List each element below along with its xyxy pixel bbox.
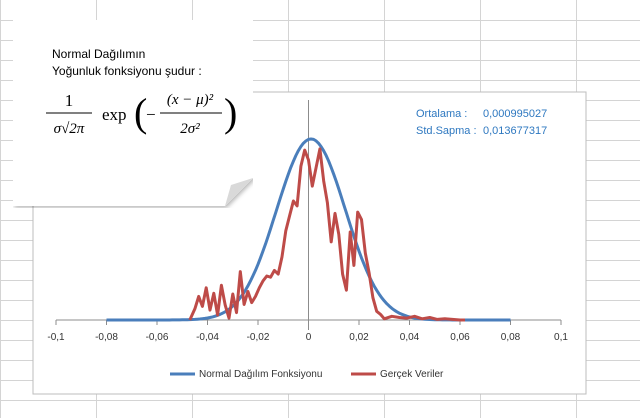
note-fold-corner [225,178,253,206]
legend-label-normal: Normal Dağılım Fonksiyonu [199,369,322,380]
series-real-line[interactable] [188,147,465,322]
formula-left-paren: ( [134,90,147,135]
plot-area [106,137,511,322]
normal-density-formula: 1 σ√2π exp ( − (x − μ)² 2σ² ) [46,90,237,137]
std-value: 0,013677317 [483,125,548,137]
note-line-1: Normal Dağılımın [52,47,146,61]
note-callout[interactable] [13,20,253,208]
std-label: Std.Sapma : [416,125,477,137]
x-tick-label: 0,08 [501,332,521,343]
formula-coef-denominator: σ√2π [54,121,85,137]
mean-label: Ortalama : [416,108,468,120]
formula-coef-numerator: 1 [65,91,74,110]
formula-exp-denominator: 2σ² [180,121,200,137]
x-tick-label: -0,02 [247,332,270,343]
x-tick-label: 0,1 [554,332,568,343]
x-tick-label: -0,06 [146,332,169,343]
formula-right-paren: ) [224,90,237,135]
mean-value: 0,000995027 [483,108,548,120]
formula-minus: − [146,105,156,124]
x-tick-label: -0,04 [196,332,219,343]
formula-exp-numerator: (x − μ)² [167,92,214,108]
formula-exp: exp [102,105,127,124]
x-tick-label: 0 [306,332,312,343]
note-paper [13,20,253,206]
note-line-2: Yoğunluk fonksiyonu şudur : [52,64,202,78]
x-tick-label: -0,08 [95,332,118,343]
legend-label-real: Gerçek Veriler [380,369,444,380]
x-tick-label: -0,1 [47,332,65,343]
legend: Normal Dağılım Fonksiyonu Gerçek Veriler [170,369,444,380]
x-tick-label: 0,06 [450,332,470,343]
x-tick-label: 0,04 [400,332,420,343]
x-tick-label: 0,02 [349,332,369,343]
